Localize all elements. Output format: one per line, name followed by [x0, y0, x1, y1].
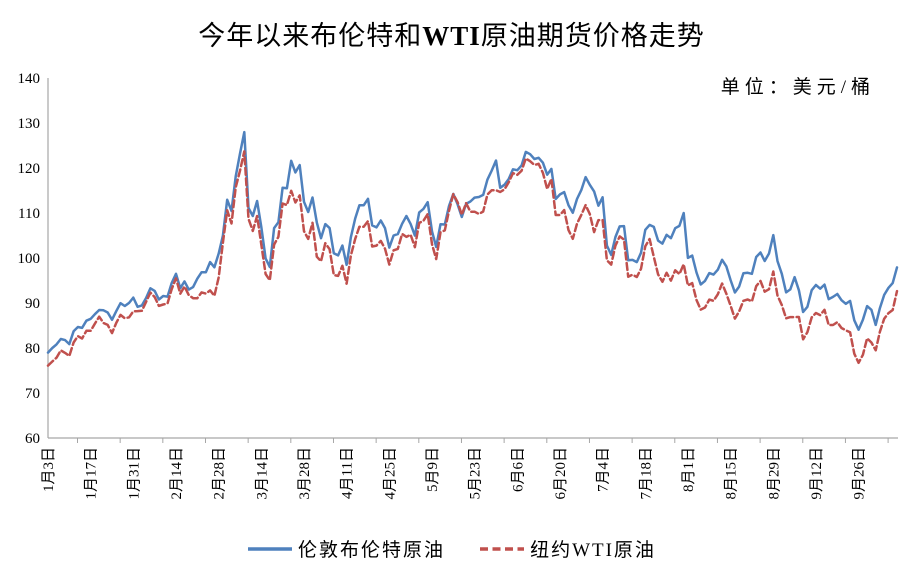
svg-text:60: 60: [25, 431, 40, 447]
svg-text:5月9日: 5月9日: [425, 447, 441, 492]
unit-label: 单位：美元/桶: [720, 77, 875, 98]
wti-dashed-line-sample-icon: [480, 546, 525, 551]
legend-label-wti: 纽约WTI原油: [530, 540, 656, 561]
svg-text:8月15日: 8月15日: [724, 447, 740, 500]
legend: 伦敦布伦特原油 纽约WTI原油: [0, 535, 903, 562]
svg-text:4月25日: 4月25日: [382, 447, 398, 500]
svg-text:3月14日: 3月14日: [254, 447, 270, 500]
svg-text:6月6日: 6月6日: [510, 447, 526, 492]
legend-item-wti: 纽约WTI原油: [479, 535, 656, 562]
svg-text:2月28日: 2月28日: [212, 447, 228, 500]
brent-line-sample-icon: [248, 546, 293, 551]
svg-text:1月3日: 1月3日: [41, 447, 57, 492]
svg-text:8月1日: 8月1日: [681, 447, 697, 492]
svg-text:7月4日: 7月4日: [596, 447, 612, 492]
svg-text:120: 120: [18, 161, 41, 177]
svg-text:2月14日: 2月14日: [169, 447, 185, 500]
svg-text:70: 70: [25, 386, 40, 402]
title-prefix: 今年以来布伦特和: [198, 21, 423, 51]
chart-title: 今年以来布伦特和WTI原油期货价格走势: [0, 14, 903, 53]
svg-text:140: 140: [18, 71, 41, 87]
svg-text:90: 90: [25, 296, 40, 312]
title-highlight: WTI: [422, 21, 481, 51]
svg-text:110: 110: [18, 206, 40, 222]
svg-text:7月18日: 7月18日: [638, 447, 654, 500]
svg-text:130: 130: [18, 116, 41, 132]
svg-text:8月29日: 8月29日: [766, 447, 782, 500]
svg-text:1月31日: 1月31日: [126, 447, 142, 500]
legend-label-brent: 伦敦布伦特原油: [298, 540, 446, 561]
svg-text:6月20日: 6月20日: [553, 447, 569, 500]
svg-text:9月26日: 9月26日: [852, 447, 868, 500]
title-suffix: 原油期货价格走势: [480, 21, 705, 51]
svg-text:80: 80: [25, 341, 40, 357]
svg-text:100: 100: [18, 251, 41, 267]
legend-item-brent: 伦敦布伦特原油: [247, 535, 445, 562]
svg-text:9月12日: 9月12日: [809, 447, 825, 500]
svg-text:3月28日: 3月28日: [297, 447, 313, 500]
svg-text:4月11日: 4月11日: [340, 447, 356, 499]
svg-text:5月23日: 5月23日: [468, 447, 484, 500]
svg-text:1月17日: 1月17日: [84, 447, 100, 500]
